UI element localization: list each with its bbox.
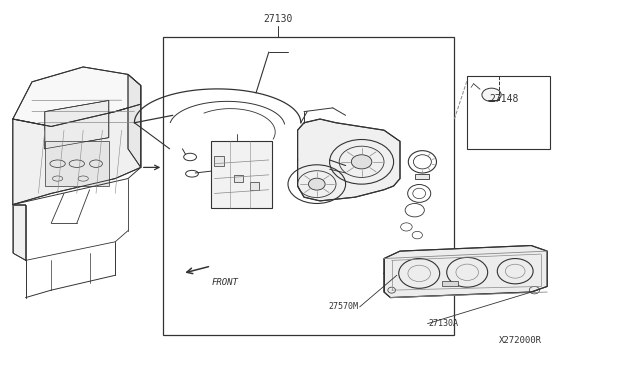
Bar (442, 281, 458, 286)
Text: FRONT: FRONT (211, 278, 238, 287)
Polygon shape (45, 100, 109, 149)
Polygon shape (13, 67, 141, 126)
Bar (234, 175, 243, 182)
Bar (250, 182, 259, 190)
Ellipse shape (482, 88, 501, 102)
Ellipse shape (351, 155, 372, 169)
Text: X272000R: X272000R (499, 336, 542, 345)
Polygon shape (128, 74, 141, 167)
Text: 27570M: 27570M (328, 302, 358, 311)
Bar (467, 76, 550, 149)
Bar (211, 141, 272, 208)
Polygon shape (13, 104, 141, 205)
Polygon shape (384, 246, 547, 298)
Text: 27148: 27148 (490, 94, 519, 103)
Bar (163, 37, 454, 335)
Text: 27130A: 27130A (429, 319, 459, 328)
Bar (214, 156, 224, 166)
Bar (45, 141, 109, 186)
Polygon shape (13, 205, 26, 260)
Bar (415, 174, 429, 179)
Text: 27130: 27130 (264, 14, 293, 24)
Ellipse shape (308, 178, 325, 190)
Polygon shape (298, 119, 400, 201)
